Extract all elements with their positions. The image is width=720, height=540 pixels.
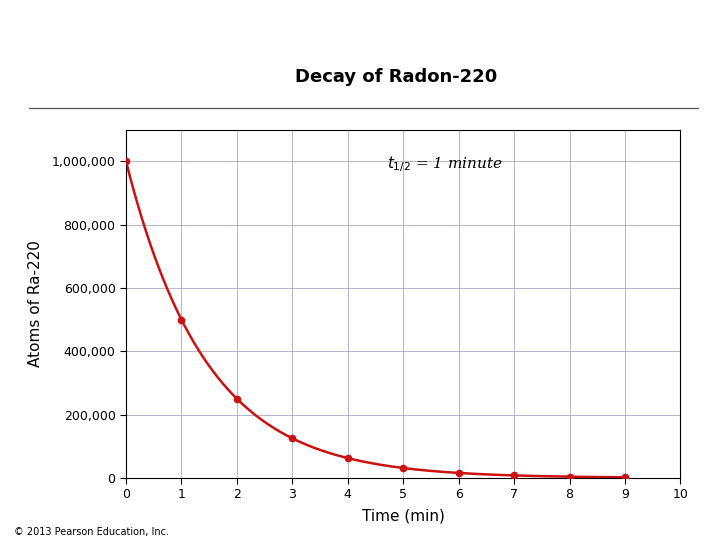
Y-axis label: Atoms of Ra-220: Atoms of Ra-220 — [28, 240, 43, 367]
Text: A Graph of Radon-220 Radioactive Decay: A Graph of Radon-220 Radioactive Decay — [8, 17, 712, 45]
Text: Decay of Radon-220: Decay of Radon-220 — [295, 68, 497, 85]
Text: $t_{1/2}$ = 1 minute: $t_{1/2}$ = 1 minute — [387, 154, 503, 174]
X-axis label: Time (min): Time (min) — [361, 508, 445, 523]
Text: © 2013 Pearson Education, Inc.: © 2013 Pearson Education, Inc. — [14, 527, 169, 537]
